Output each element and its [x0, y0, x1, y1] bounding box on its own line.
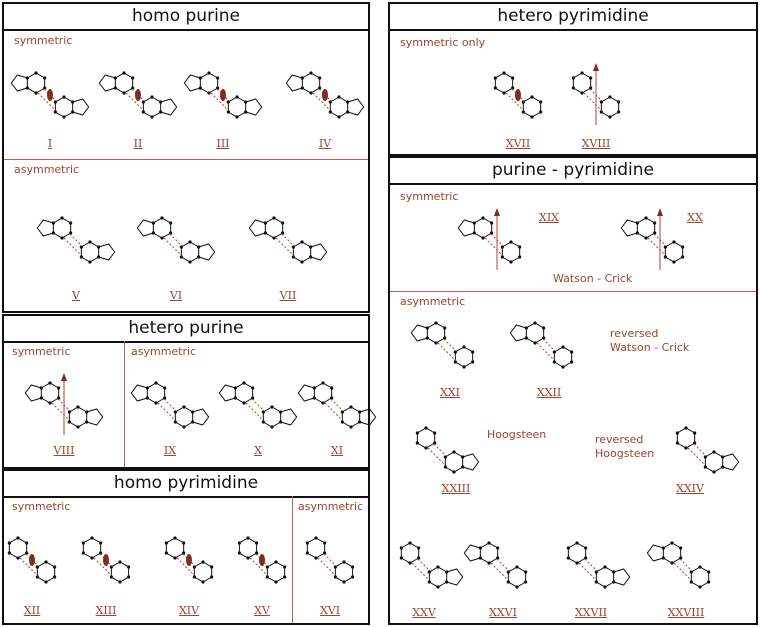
- label-XXVIII: XXVIII: [667, 606, 705, 619]
- section-symmetric-only: symmetric only: [400, 36, 486, 49]
- label-XXIV: XXIV: [676, 482, 704, 495]
- label-XIX: XIX: [538, 211, 560, 224]
- divider: [390, 291, 756, 292]
- note-reversed-hoogsteen-1: reversed: [595, 433, 644, 446]
- label-IV: IV: [318, 137, 332, 150]
- label-XXVI: XXVI: [489, 606, 517, 619]
- divider: [124, 341, 125, 467]
- label-XI: XI: [330, 444, 344, 457]
- section-symmetric: symmetric: [12, 345, 71, 358]
- section-symmetric: symmetric: [400, 190, 459, 203]
- section-asymmetric: asymmetric: [131, 345, 197, 358]
- label-XVI: XVI: [319, 604, 341, 617]
- label-III: III: [216, 137, 230, 150]
- panel-title: hetero pyrimidine: [390, 4, 756, 31]
- label-XXI: XXI: [439, 386, 461, 399]
- note-hoogsteen: Hoogsteen: [487, 428, 547, 441]
- panel-title: homo pyrimidine: [4, 471, 368, 498]
- note-reversed-watson-crick-1: reversed: [610, 327, 659, 340]
- label-I: I: [47, 137, 53, 150]
- label-XIV: XIV: [178, 604, 200, 617]
- label-XXVII: XXVII: [574, 606, 608, 619]
- label-XXV: XXV: [412, 606, 436, 619]
- panel-title: hetero purine: [4, 316, 368, 343]
- section-asymmetric: asymmetric: [400, 295, 466, 308]
- label-VI: VI: [169, 289, 183, 302]
- label-XIII: XIII: [95, 604, 117, 617]
- panel-hetero-pyrimidine: hetero pyrimidine symmetric only: [388, 2, 758, 156]
- label-VII: VII: [279, 289, 297, 302]
- label-IX: IX: [163, 444, 177, 457]
- panel-title: purine - pyrimidine: [390, 158, 756, 185]
- label-XVII: XVII: [505, 137, 531, 150]
- label-XXIII: XXIII: [441, 482, 471, 495]
- note-reversed-hoogsteen-2: Hoogsteen: [595, 447, 655, 460]
- label-V: V: [72, 289, 80, 302]
- label-XVIII: XVIII: [581, 137, 611, 150]
- section-asymmetric: asymmetric: [14, 163, 80, 176]
- label-VIII: VIII: [53, 444, 75, 457]
- section-symmetric: symmetric: [12, 500, 71, 513]
- divider: [4, 159, 368, 160]
- panel-homo-pyrimidine: homo pyrimidine symmetric asymmetric: [2, 469, 370, 625]
- panel-title: homo purine: [4, 4, 368, 31]
- section-asymmetric: asymmetric: [298, 500, 364, 513]
- panel-homo-purine: homo purine symmetric asymmetric: [2, 2, 370, 313]
- label-X: X: [254, 444, 262, 457]
- note-watson-crick: Watson - Crick: [553, 272, 633, 285]
- section-symmetric: symmetric: [14, 34, 73, 47]
- label-XXII: XXII: [536, 386, 562, 399]
- label-II: II: [133, 137, 143, 150]
- note-reversed-watson-crick-2: Watson - Crick: [610, 341, 690, 354]
- label-XV: XV: [254, 604, 270, 617]
- label-XX: XX: [687, 211, 703, 224]
- label-XII: XII: [23, 604, 41, 617]
- divider: [292, 496, 293, 623]
